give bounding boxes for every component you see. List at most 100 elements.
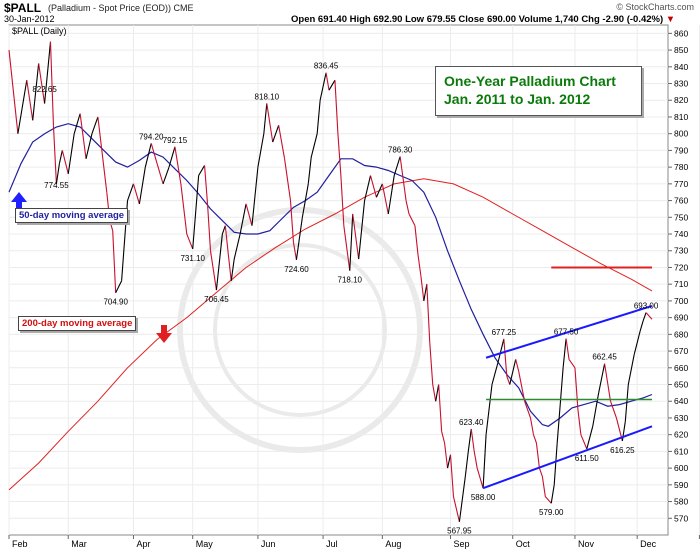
open-label: Open <box>291 14 316 25</box>
price-point-label: 677.50 <box>554 328 579 337</box>
y-tick-label: 630 <box>674 413 688 423</box>
price-segment <box>97 116 102 143</box>
price-segment <box>408 213 416 226</box>
price-segment <box>535 442 540 469</box>
high-value: 692.90 <box>373 14 403 25</box>
price-segment <box>544 496 552 504</box>
price-segment <box>174 146 182 184</box>
price-segment <box>138 167 146 205</box>
price-segment <box>538 467 543 477</box>
price-segment <box>467 428 472 452</box>
y-tick-label: 640 <box>674 396 688 406</box>
price-segment <box>423 284 428 301</box>
price-segment <box>364 175 372 201</box>
y-tick-label: 590 <box>674 480 688 490</box>
y-tick-label: 670 <box>674 346 688 356</box>
y-tick-label: 780 <box>674 162 688 172</box>
price-segment <box>292 242 297 260</box>
price-segment <box>642 312 647 322</box>
y-tick-label: 840 <box>674 62 688 72</box>
ma50-line <box>8 123 653 427</box>
up-arrow-icon <box>11 192 27 208</box>
price-point-label: 792.15 <box>163 136 188 145</box>
price-point-label: 836.45 <box>314 62 339 71</box>
price-segment <box>497 338 505 363</box>
chart-symbol: $PALL <box>4 1 42 15</box>
price-segment <box>503 338 508 377</box>
price-segment <box>627 354 635 385</box>
price-segment <box>553 442 558 485</box>
price-segment <box>464 451 469 477</box>
y-tick-label: 660 <box>674 363 688 373</box>
price-segment <box>328 79 336 91</box>
price-segment <box>369 175 377 198</box>
y-tick-label: 610 <box>674 446 688 456</box>
price-segment <box>49 41 54 126</box>
x-tick-label: Feb <box>12 539 28 549</box>
price-segment <box>150 143 158 164</box>
y-tick-label: 800 <box>674 129 688 139</box>
price-segment <box>284 158 292 201</box>
chart-title-range: Jan. 2011 to Jan. 2012 <box>444 91 591 107</box>
price-segment <box>8 50 19 134</box>
high-label: High <box>349 14 371 25</box>
price-segment <box>204 165 209 204</box>
price-segment <box>58 150 63 164</box>
price-segment <box>144 143 152 168</box>
price-segment <box>337 133 342 176</box>
price-segment <box>405 200 410 215</box>
price-segment <box>417 254 422 276</box>
price-point-label: 588.00 <box>471 493 496 502</box>
price-segment <box>470 428 475 452</box>
price-segment <box>209 250 217 291</box>
price-segment <box>198 165 206 176</box>
price-point-label: 706.45 <box>204 295 229 304</box>
price-segment <box>44 41 52 104</box>
change-label: Chg <box>581 14 600 25</box>
price-segment <box>604 363 612 402</box>
ma200-line <box>8 178 653 491</box>
price-segment <box>316 100 321 134</box>
channel-top-line <box>485 304 653 359</box>
y-tick-label: 730 <box>674 246 688 256</box>
brand-watermark: © StockCharts.com <box>616 2 694 12</box>
channel-bottom-line <box>482 425 653 490</box>
x-tick-label: Apr <box>136 539 150 549</box>
price-segment <box>239 203 247 235</box>
y-tick-label: 760 <box>674 196 688 206</box>
price-segment <box>352 213 360 260</box>
price-point-label: 579.00 <box>539 508 564 517</box>
x-tick-label: Jun <box>261 539 276 549</box>
price-segment <box>562 338 567 368</box>
price-segment <box>186 233 194 250</box>
price-segment <box>301 183 309 218</box>
price-segment <box>227 254 232 281</box>
price-point-label: 774.55 <box>44 181 69 190</box>
price-segment <box>257 133 265 168</box>
price-segment <box>132 183 140 205</box>
y-tick-label: 570 <box>674 513 688 523</box>
price-segment <box>529 417 535 435</box>
price-segment <box>343 225 351 271</box>
down-arrow-icon-ma200 <box>156 325 172 343</box>
price-segment <box>458 476 466 522</box>
ohlc-readout: Open 691.40 High 692.90 Low 679.55 Close… <box>291 14 675 25</box>
x-tick-label: Mar <box>71 539 87 549</box>
price-segment <box>307 157 312 184</box>
price-segment <box>556 367 564 444</box>
price-segment <box>61 150 69 174</box>
price-segment <box>79 113 87 159</box>
price-segment <box>91 116 99 134</box>
y-tick-label: 850 <box>674 45 688 55</box>
y-tick-label: 790 <box>674 145 688 155</box>
y-tick-label: 750 <box>674 212 688 222</box>
volume-label: Volume <box>518 14 553 25</box>
price-segment <box>340 175 345 226</box>
chart-subtitle: (Palladium - Spot Price (EOD)) CME <box>48 3 194 13</box>
price-point-label: 818.10 <box>255 92 280 101</box>
y-tick-label: 680 <box>674 329 688 339</box>
price-segment <box>447 454 452 469</box>
low-value: 679.55 <box>426 14 456 25</box>
price-segment <box>67 133 75 174</box>
price-point-label: 693.00 <box>634 302 659 311</box>
